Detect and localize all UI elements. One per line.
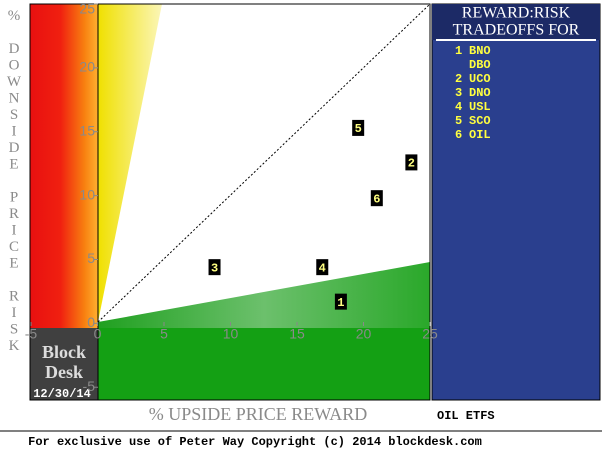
- brand-name: Block: [42, 342, 86, 362]
- legend-name: SCO: [469, 114, 491, 128]
- legend-number: 4: [455, 100, 462, 114]
- point: [370, 190, 383, 207]
- legend-number: 5: [455, 114, 462, 128]
- brand-name: Desk: [45, 362, 83, 382]
- reward-zone: [98, 262, 430, 328]
- point: [316, 259, 329, 276]
- subtitle: OIL ETFS: [437, 409, 495, 423]
- point-label: 6: [373, 192, 380, 206]
- legend-number: 2: [455, 72, 462, 86]
- legend-name: USL: [469, 100, 491, 114]
- y-tick-label: 0: [87, 314, 95, 330]
- y-axis-label: % DOWNSIDE PRICE RISK: [6, 8, 22, 355]
- x-tick-label: 15: [289, 326, 305, 342]
- risk-zone: [30, 4, 98, 328]
- x-tick-label: 25: [422, 326, 438, 342]
- point-label: 3: [211, 261, 218, 275]
- y-tick-label: -5: [83, 378, 96, 394]
- x-tick-label: 10: [223, 326, 239, 342]
- point: [334, 293, 347, 310]
- legend-panel: [431, 3, 601, 401]
- legend-number: 6: [455, 128, 462, 142]
- x-tick-label: -5: [25, 326, 38, 342]
- y-tick-label: 10: [79, 186, 95, 202]
- legend-name: DNO: [469, 86, 491, 100]
- plot-frame: [29, 3, 431, 401]
- point: [352, 119, 365, 136]
- footer: For exclusive use of Peter Way Copyright…: [28, 435, 482, 449]
- x-tick-label: 20: [356, 326, 372, 342]
- legend-header: [432, 4, 600, 40]
- reward-base: [98, 328, 430, 400]
- point-label: 1: [337, 296, 344, 310]
- caution-zone: [98, 4, 162, 322]
- y-tick-label: 25: [79, 1, 95, 17]
- y-tick-label: 20: [79, 59, 95, 75]
- legend-name: UCO: [469, 72, 491, 86]
- brand-date: 12/30/14: [33, 387, 91, 401]
- y-tick-label: 5: [87, 250, 95, 266]
- legend-name: BNO: [469, 44, 491, 58]
- legend-title: REWARD:RISK: [462, 5, 571, 22]
- legend-name: DBO: [469, 58, 491, 72]
- x-axis-label: % UPSIDE PRICE REWARD: [149, 404, 368, 424]
- y-tick-label: 15: [79, 122, 95, 138]
- point-label: 5: [355, 122, 362, 136]
- point-label: 4: [319, 261, 326, 275]
- point: [405, 154, 418, 171]
- legend-number: 3: [455, 86, 462, 100]
- x-tick-label: 0: [94, 326, 102, 342]
- diagonal: [97, 3, 431, 323]
- legend-number: 1: [455, 44, 462, 58]
- brand-box: [30, 328, 98, 400]
- legend-title: TRADEOFFS FOR: [453, 22, 580, 39]
- point-label: 2: [408, 157, 415, 171]
- x-tick-label: 5: [160, 326, 168, 342]
- point: [208, 259, 221, 276]
- legend-name: OIL: [469, 128, 491, 142]
